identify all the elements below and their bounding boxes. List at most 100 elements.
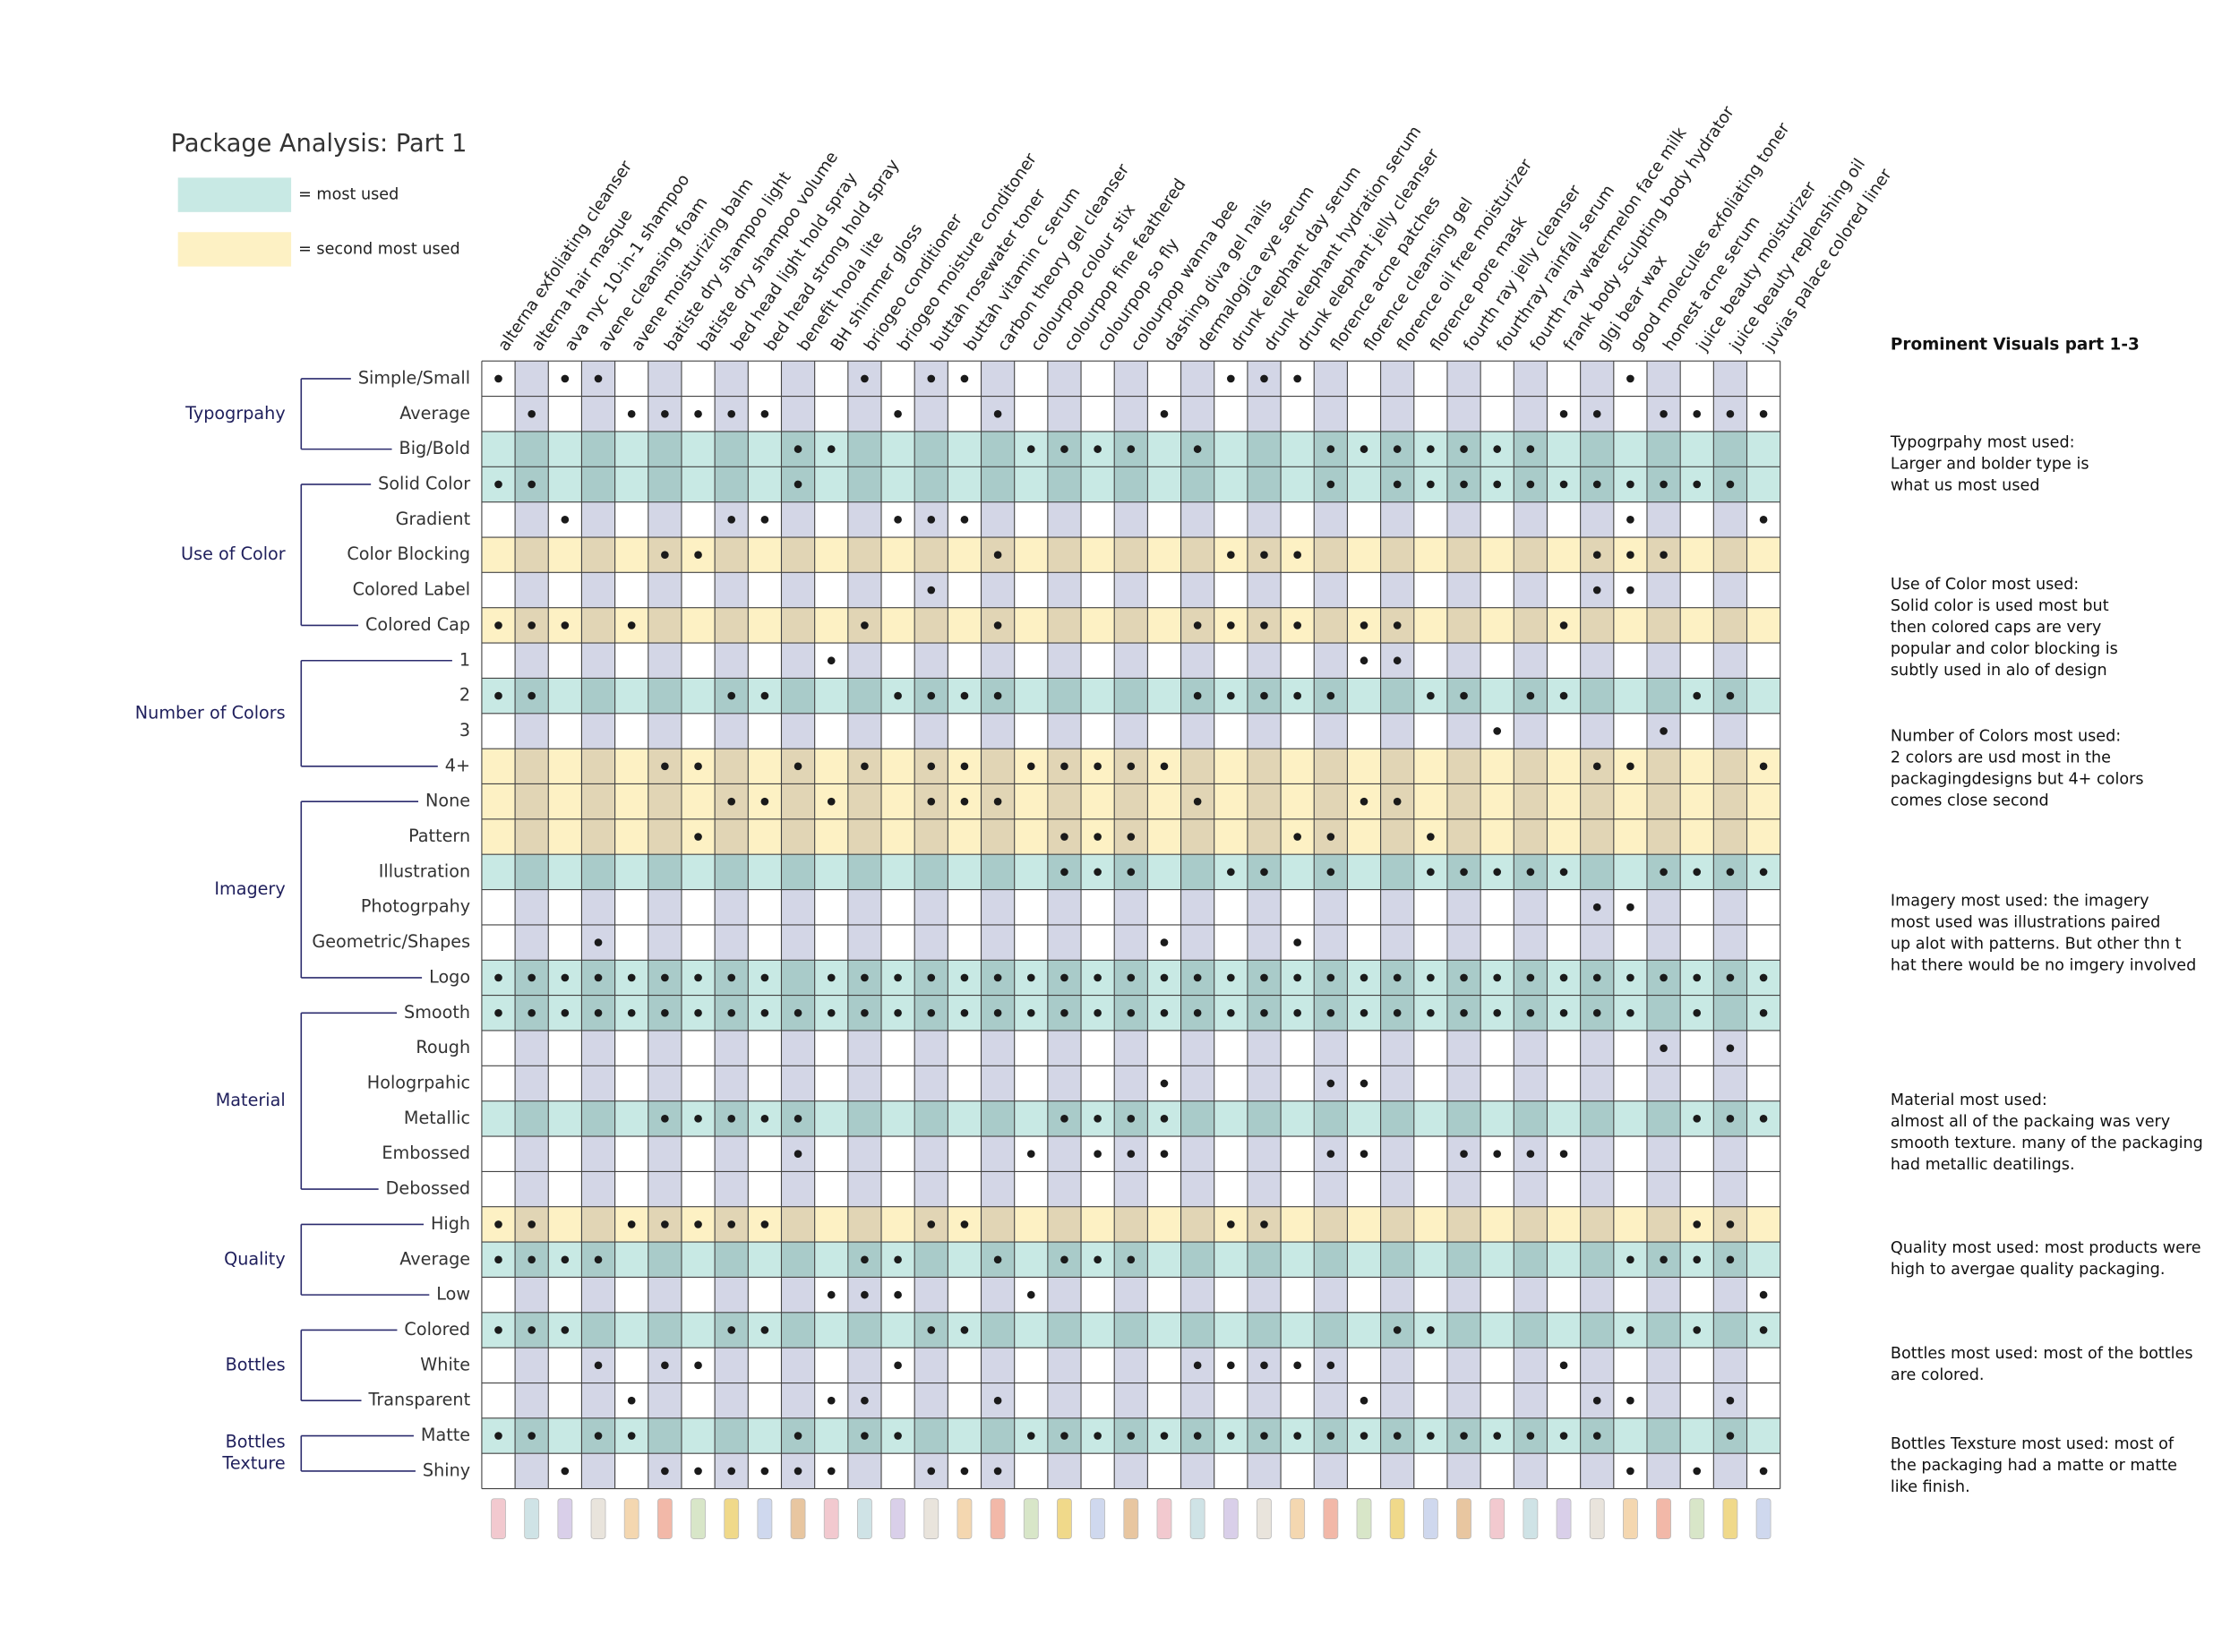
cell: [548, 572, 582, 608]
dot: [1227, 621, 1235, 629]
cell: [1380, 396, 1414, 432]
dot: [627, 409, 636, 418]
cell: [1014, 361, 1048, 397]
cell: [748, 1242, 782, 1278]
cell: [614, 1066, 648, 1101]
cell: [814, 1100, 848, 1137]
dot: [1127, 1255, 1136, 1264]
cell: [1446, 361, 1481, 397]
cell: [1646, 924, 1681, 961]
cell: [1646, 818, 1681, 855]
cell: [1014, 501, 1048, 538]
dot: [1559, 973, 1568, 982]
cell: [847, 889, 882, 925]
cell: [481, 431, 516, 467]
dot: [1726, 1115, 1735, 1123]
dot: [1094, 762, 1102, 771]
cell: [1413, 1030, 1447, 1066]
cell: [1014, 607, 1048, 644]
dot: [1393, 480, 1402, 489]
cell: [1413, 889, 1447, 925]
cell: [1514, 396, 1548, 432]
cell: [1380, 1242, 1414, 1278]
dot: [1326, 1079, 1335, 1088]
cell: [1347, 396, 1381, 432]
cell: [1114, 643, 1148, 679]
cell: [481, 1066, 516, 1101]
dot: [760, 973, 769, 982]
dot: [927, 762, 936, 771]
cell: [1746, 1136, 1780, 1172]
dot: [1559, 409, 1568, 418]
dot: [627, 621, 636, 629]
cell: [1580, 924, 1614, 961]
dot: [1493, 1432, 1502, 1440]
note-line: smooth texture. many of the packaging: [1891, 1134, 2203, 1152]
cell: [581, 1136, 615, 1172]
cell: [1081, 572, 1115, 608]
row-label: Average: [399, 403, 470, 424]
product-photo: [1556, 1498, 1572, 1539]
cell: [1114, 924, 1148, 961]
row-label: Transparent: [368, 1390, 471, 1410]
cell: [1081, 924, 1115, 961]
cell: [948, 1100, 982, 1137]
cell: [1081, 1312, 1115, 1348]
cell: [1314, 501, 1348, 538]
cell: [481, 924, 516, 961]
cell: [847, 678, 882, 714]
dot: [494, 1008, 502, 1017]
cell: [1047, 1206, 1082, 1243]
dot: [594, 1361, 603, 1370]
dot: [1526, 1432, 1535, 1440]
cell: [1214, 431, 1248, 467]
cell: [681, 1136, 716, 1172]
cell: [614, 1030, 648, 1066]
cell: [1347, 361, 1381, 397]
cell: [1114, 607, 1148, 644]
cell: [515, 1453, 549, 1489]
cell: [1580, 1136, 1614, 1172]
cell: [648, 1312, 682, 1348]
cell: [1347, 1312, 1381, 1348]
dot: [561, 1467, 570, 1476]
dot: [1193, 797, 1202, 806]
cell: [515, 1171, 549, 1207]
dot: [1326, 691, 1335, 700]
cell: [847, 854, 882, 890]
dot: [727, 516, 736, 524]
cell: [1713, 361, 1747, 397]
cell: [1314, 1206, 1348, 1243]
cell: [847, 1453, 882, 1489]
dot: [993, 1255, 1002, 1264]
cell: [1114, 1312, 1148, 1348]
cell: [548, 1100, 582, 1137]
cell: [1446, 537, 1481, 573]
cell: [1514, 1382, 1548, 1418]
dot: [1260, 374, 1268, 383]
dot: [1559, 691, 1568, 700]
cell: [847, 1171, 882, 1207]
cell: [648, 1136, 682, 1172]
cell: [948, 1171, 982, 1207]
cell: [847, 501, 882, 538]
dot: [1460, 1008, 1468, 1017]
cell: [548, 783, 582, 819]
cell: [781, 924, 815, 961]
cell: [715, 854, 749, 890]
cell: [481, 1382, 516, 1418]
cell: [1281, 749, 1315, 784]
dot: [1693, 1115, 1702, 1123]
cell: [1114, 1206, 1148, 1243]
dot: [827, 1290, 836, 1299]
cell: [781, 889, 815, 925]
cell: [1514, 607, 1548, 644]
cell: [1713, 783, 1747, 819]
cell: [1047, 1066, 1082, 1101]
cell: [1514, 749, 1548, 784]
dot: [494, 621, 502, 629]
cell: [748, 749, 782, 784]
dot: [1626, 1396, 1634, 1405]
cell: [1047, 607, 1082, 644]
cell: [814, 1066, 848, 1101]
